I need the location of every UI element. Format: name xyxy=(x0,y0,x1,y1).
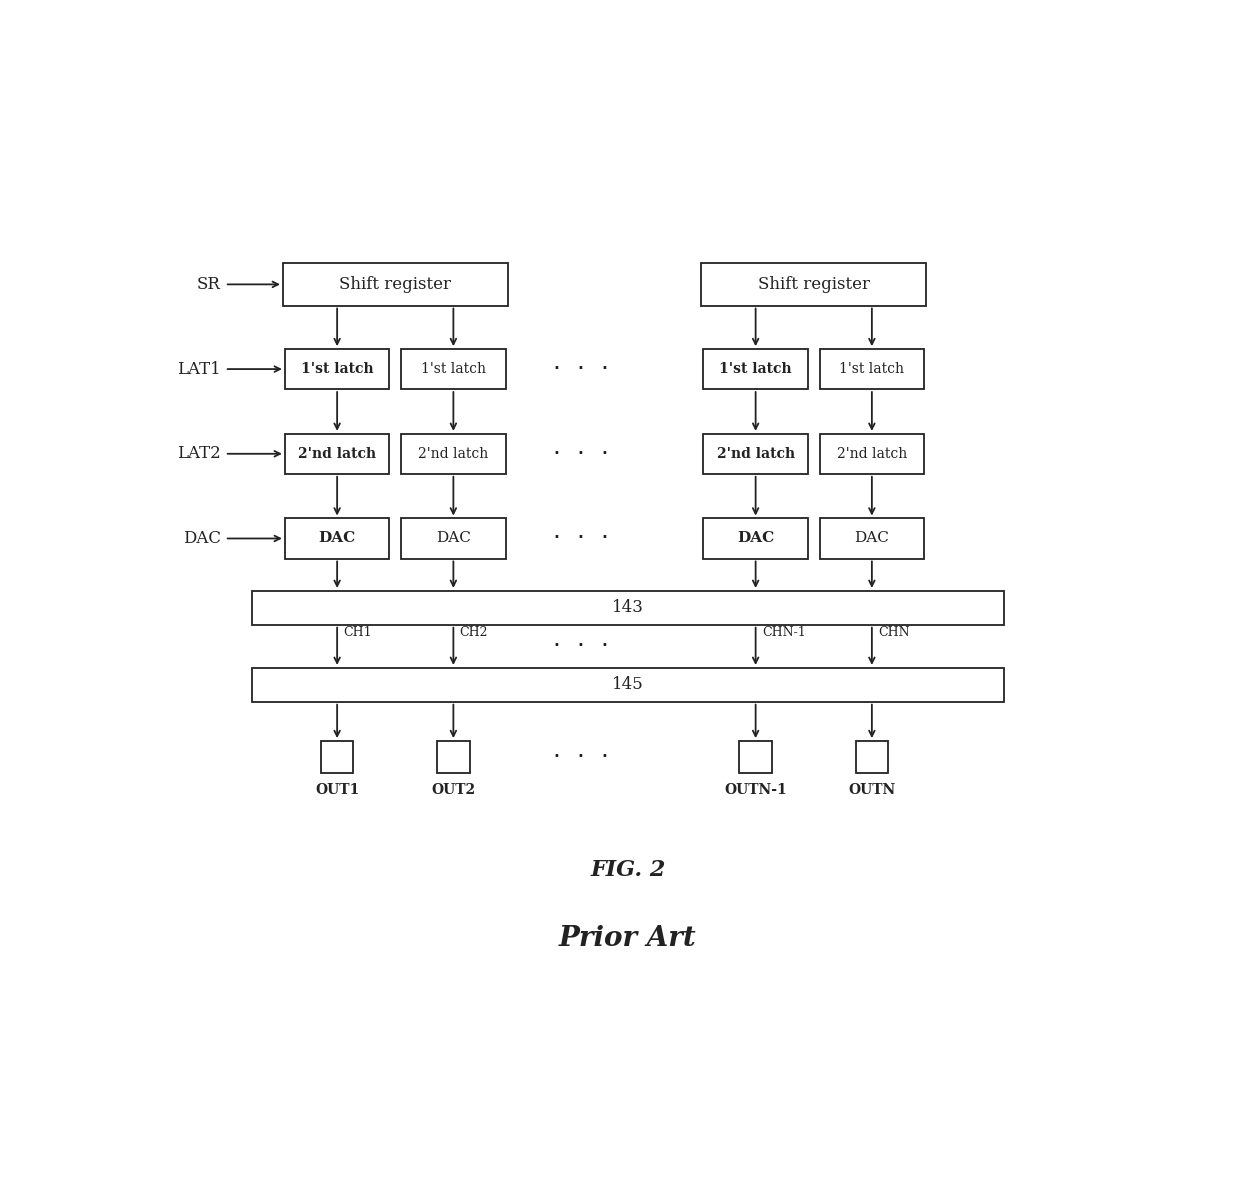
Bar xyxy=(702,263,926,305)
Bar xyxy=(820,434,924,474)
Bar xyxy=(703,349,808,389)
Text: OUTN-1: OUTN-1 xyxy=(724,783,787,797)
Text: OUT1: OUT1 xyxy=(315,783,360,797)
Text: 2'nd latch: 2'nd latch xyxy=(717,447,795,460)
Bar xyxy=(401,518,506,559)
Bar xyxy=(252,668,1003,702)
Text: 143: 143 xyxy=(611,600,644,617)
Text: ·  ·  ·: · · · xyxy=(553,442,609,466)
Bar xyxy=(285,349,389,389)
Bar xyxy=(820,518,924,559)
Text: CHN: CHN xyxy=(878,626,910,639)
Bar xyxy=(820,349,924,389)
Text: 1'st latch: 1'st latch xyxy=(420,362,486,376)
Text: DAC: DAC xyxy=(737,531,774,546)
Bar xyxy=(739,740,771,773)
Text: 1'st latch: 1'st latch xyxy=(301,362,373,376)
Text: FIG. 2: FIG. 2 xyxy=(590,858,666,881)
Text: DAC: DAC xyxy=(319,531,356,546)
Bar xyxy=(401,434,506,474)
Text: OUTN: OUTN xyxy=(848,783,895,797)
Text: CH2: CH2 xyxy=(460,626,489,639)
Text: ·  ·  ·: · · · xyxy=(553,357,609,381)
Text: DAC: DAC xyxy=(436,531,471,546)
Text: CH1: CH1 xyxy=(343,626,372,639)
Text: ·  ·  ·: · · · xyxy=(553,635,609,659)
Bar xyxy=(285,434,389,474)
Bar xyxy=(283,263,507,305)
Text: ·  ·  ·: · · · xyxy=(553,526,609,551)
Text: ·  ·  ·: · · · xyxy=(553,745,609,769)
Bar xyxy=(703,518,808,559)
Text: LAT1: LAT1 xyxy=(177,361,221,377)
Text: 1'st latch: 1'st latch xyxy=(839,362,904,376)
Bar xyxy=(438,740,470,773)
Bar xyxy=(321,740,353,773)
Text: CHN-1: CHN-1 xyxy=(761,626,806,639)
Bar xyxy=(703,434,808,474)
Text: DAC: DAC xyxy=(182,530,221,547)
Text: 1'st latch: 1'st latch xyxy=(719,362,792,376)
Text: 2'nd latch: 2'nd latch xyxy=(298,447,376,460)
Text: OUT2: OUT2 xyxy=(432,783,475,797)
Text: 145: 145 xyxy=(611,677,644,694)
Text: DAC: DAC xyxy=(854,531,889,546)
Text: SR: SR xyxy=(197,276,221,293)
Bar xyxy=(252,591,1003,625)
Bar xyxy=(856,740,888,773)
Text: 2'nd latch: 2'nd latch xyxy=(418,447,489,460)
Text: Shift register: Shift register xyxy=(340,276,451,293)
Text: Prior Art: Prior Art xyxy=(559,926,697,952)
Bar xyxy=(401,349,506,389)
Text: LAT2: LAT2 xyxy=(177,445,221,463)
Text: Shift register: Shift register xyxy=(758,276,869,293)
Text: 2'nd latch: 2'nd latch xyxy=(837,447,906,460)
Bar xyxy=(285,518,389,559)
